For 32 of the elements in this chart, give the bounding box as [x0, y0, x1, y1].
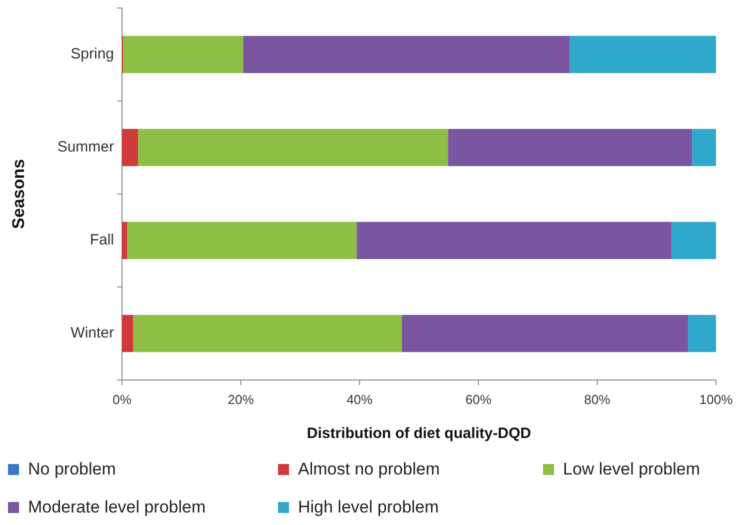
- x-axis-title: Distribution of diet quality-DQD: [306, 425, 532, 442]
- x-tick-label: 60%: [465, 392, 492, 407]
- bar: [123, 36, 244, 74]
- bar: [138, 128, 448, 166]
- bar: [402, 314, 688, 352]
- bar: [133, 314, 402, 352]
- y-tick-label: Winter: [70, 324, 114, 342]
- y-tick-label: Spring: [70, 45, 114, 62]
- legend-label: High level problem: [298, 497, 439, 516]
- y-axis-title: Seasons: [9, 159, 28, 229]
- x-tick-label: 80%: [584, 392, 611, 407]
- bar: [127, 222, 357, 260]
- y-tick-label: Fall: [90, 231, 114, 248]
- bar: [122, 128, 138, 166]
- bar: [448, 128, 692, 166]
- y-tick-label: Summer: [57, 138, 114, 156]
- bar: [356, 222, 672, 260]
- bar: [122, 222, 128, 260]
- legend-label: Low level problem: [563, 459, 700, 478]
- x-tick-label: 20%: [228, 392, 254, 407]
- legend-label: No problem: [28, 459, 116, 478]
- x-tick-label: 40%: [346, 392, 374, 407]
- legend-label: Almost no problem: [298, 459, 440, 478]
- bar: [122, 314, 134, 352]
- x-tick-label: 0%: [112, 392, 132, 407]
- x-tick-label: 100%: [699, 392, 734, 407]
- bar: [671, 222, 716, 260]
- bar: [692, 128, 716, 166]
- bar: [570, 36, 716, 74]
- legend-label: Moderate level problem: [28, 497, 206, 516]
- bar: [688, 314, 716, 352]
- bar: [243, 36, 570, 74]
